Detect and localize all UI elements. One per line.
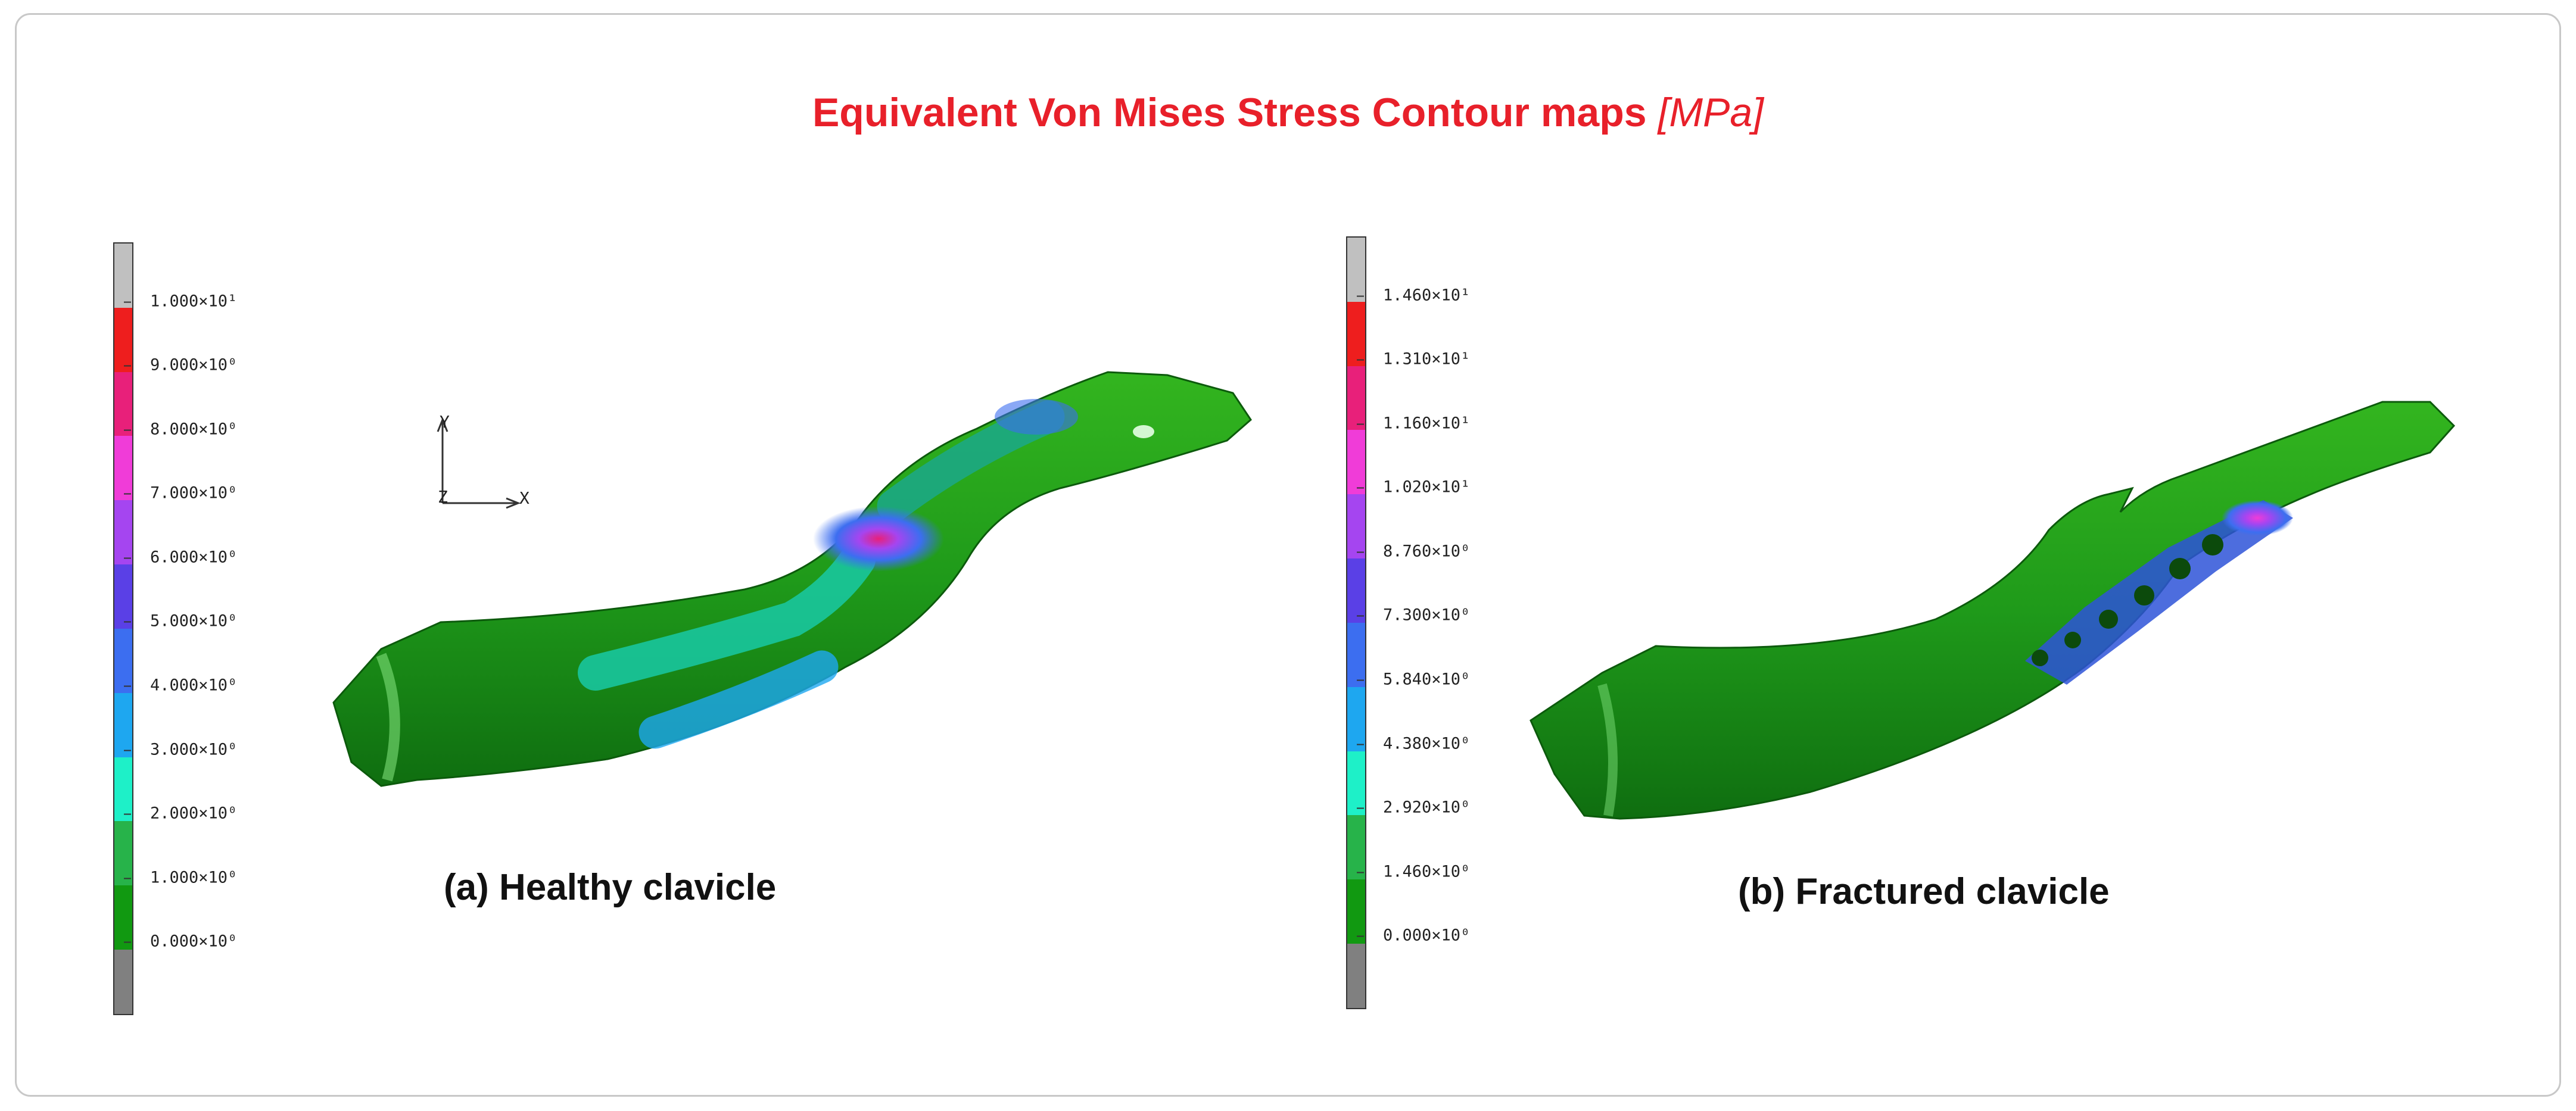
tick-label: 5.000×10⁰ [123,611,238,631]
colorbar-segment [1347,944,1365,1008]
colorbar-segment [1347,751,1365,816]
colorbar-segment [114,307,132,372]
figure-title: Equivalent Von Mises Stress Contour maps… [0,89,2576,136]
colorbar-segment [114,436,132,501]
tick-label: 5.840×10⁰ [1356,670,1471,689]
colorbar-segment [114,950,132,1014]
colorbar-segment [1347,238,1365,302]
title-unit: [MPa] [1658,90,1764,135]
tick-label: 0.000×10⁰ [123,932,238,951]
tick-label: 1.460×10⁰ [1356,862,1471,881]
colorbar-healthy [113,242,133,1015]
colorbar-segment [1347,558,1365,623]
colorbar-segment [1347,366,1365,430]
tick-label: 3.000×10⁰ [123,740,238,759]
colorbar-segment [1347,494,1365,559]
axis-z-label: Z [438,487,448,507]
tick-label: 1.000×10⁰ [123,868,238,887]
colorbar-fractured [1346,236,1366,1009]
tick-label: 1.160×10¹ [1356,414,1471,433]
tick-label: 1.460×10¹ [1356,286,1471,305]
axis-x-label: X [519,488,529,508]
colorbar-segment [1347,430,1365,495]
tick-label: 6.000×10⁰ [123,548,238,567]
tick-label: 9.000×10⁰ [123,355,238,375]
tick-label: 7.000×10⁰ [123,483,238,503]
colorbar-segment [1347,301,1365,366]
colorbar-segment [1347,686,1365,751]
colorbar-segment [114,244,132,308]
tick-label: 2.920×10⁰ [1356,798,1471,817]
tick-label: 8.000×10⁰ [123,420,238,439]
colorbar-segment [1347,879,1365,944]
colorbar-segment [114,500,132,565]
healthy-clavicle-model [332,371,1252,787]
colorbar-segment [114,628,132,693]
tick-label: 1.000×10¹ [123,292,238,311]
tick-label: 1.310×10¹ [1356,349,1471,369]
title-text: Equivalent Von Mises Stress Contour maps [812,90,1647,135]
panel-label-fractured: (b) Fractured clavicle [1738,871,2110,912]
colorbar-segment [114,757,132,822]
tick-label: 1.020×10¹ [1356,478,1471,497]
axis-y-label: Y [440,412,450,432]
tick-label: 2.000×10⁰ [123,804,238,823]
tick-label: 8.760×10⁰ [1356,542,1471,561]
axis-triad [437,417,521,509]
colorbar-segment [114,372,132,436]
colorbar-segment [1347,622,1365,687]
colorbar-segment [114,564,132,629]
colorbar-segment [1347,815,1365,880]
fractured-clavicle-model [1530,401,2456,820]
panel-label-healthy: (a) Healthy clavicle [444,867,777,908]
tick-label: 7.300×10⁰ [1356,606,1471,625]
tick-label: 4.380×10⁰ [1356,734,1471,753]
colorbar-segment [114,821,132,886]
colorbar-segment [114,885,132,950]
tick-label: 0.000×10⁰ [1356,926,1471,945]
tick-label: 4.000×10⁰ [123,676,238,695]
colorbar-segment [114,692,132,757]
